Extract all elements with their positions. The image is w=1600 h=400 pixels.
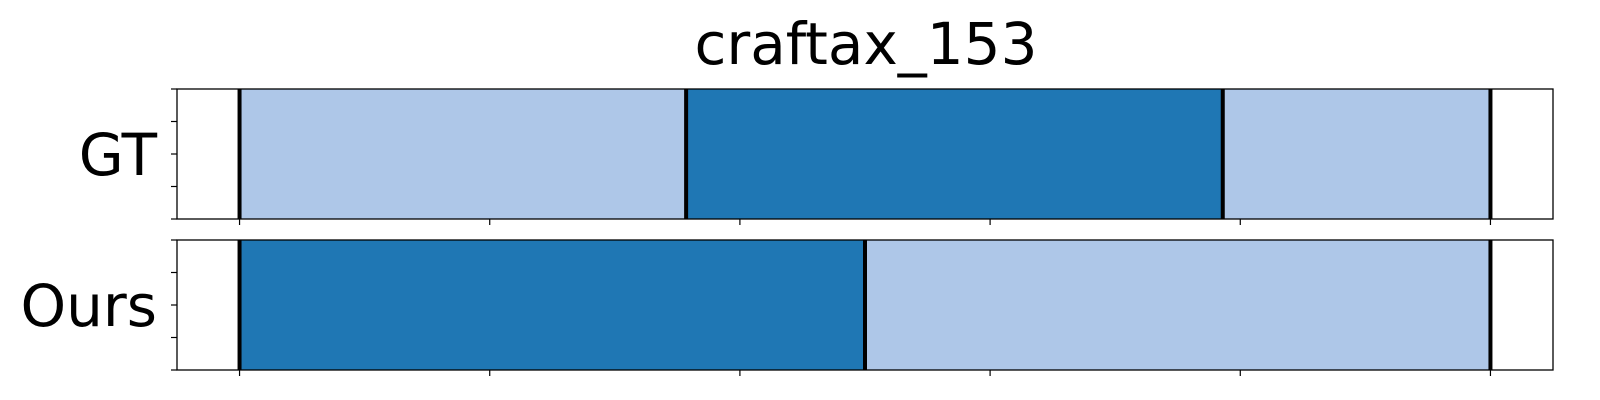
segment-bar: [239, 89, 687, 219]
row-gt: GT: [79, 88, 1554, 225]
row-label: Ours: [21, 272, 157, 340]
row-label: GT: [79, 121, 158, 189]
segment-bar: [1222, 89, 1491, 219]
chart-title: craftax_153: [695, 10, 1038, 78]
segment-bar: [686, 89, 1223, 219]
row-ours: Ours: [21, 239, 1554, 376]
segment-bar: [239, 240, 865, 370]
rows-layer: GT Ours: [21, 88, 1554, 376]
segment-bar: [865, 240, 1491, 370]
